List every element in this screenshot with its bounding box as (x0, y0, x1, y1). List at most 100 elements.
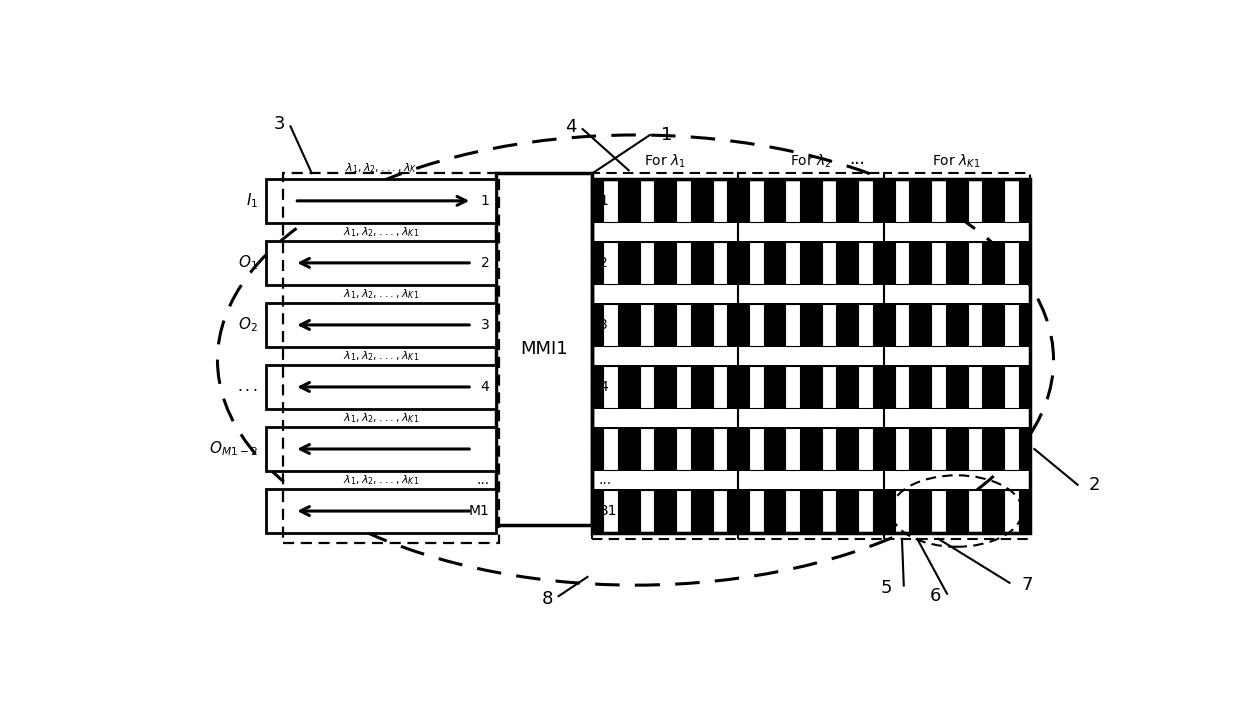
Bar (785, 429, 800, 470)
Bar (593, 364, 1029, 409)
Bar (283, 173, 498, 543)
Text: 3: 3 (481, 318, 490, 332)
Bar (931, 242, 946, 284)
Bar (676, 180, 691, 222)
Text: B1: B1 (599, 504, 618, 518)
Bar (822, 491, 837, 532)
Bar (640, 304, 655, 346)
Text: 1: 1 (481, 194, 490, 208)
Text: $...$: $...$ (237, 379, 258, 394)
Bar (895, 366, 909, 408)
Text: 4: 4 (599, 380, 608, 394)
Bar (967, 491, 982, 532)
Bar (640, 491, 655, 532)
Bar (738, 173, 884, 539)
Bar (713, 180, 727, 222)
Bar (785, 304, 800, 346)
Bar (676, 429, 691, 470)
Bar (895, 429, 909, 470)
Bar (967, 304, 982, 346)
Bar (265, 178, 496, 223)
Text: For $\lambda_2$: For $\lambda_2$ (790, 153, 832, 170)
Text: MMI1: MMI1 (521, 340, 568, 358)
Text: 3: 3 (599, 318, 608, 332)
Bar (593, 302, 1029, 347)
Text: 2: 2 (599, 256, 608, 270)
Text: 7: 7 (1021, 576, 1033, 594)
Text: M1: M1 (469, 504, 490, 518)
Bar (603, 180, 618, 222)
Bar (713, 242, 727, 284)
Bar (822, 242, 837, 284)
Text: For $\lambda_{K1}$: For $\lambda_{K1}$ (932, 153, 981, 170)
Text: 2: 2 (1089, 476, 1101, 493)
Text: $\lambda_1, \lambda_2, ..., \lambda_{K1}$: $\lambda_1, \lambda_2, ..., \lambda_{K1}… (342, 225, 419, 239)
Bar (713, 429, 727, 470)
Bar (884, 173, 1029, 539)
Bar (676, 491, 691, 532)
Bar (676, 366, 691, 408)
Bar (749, 366, 764, 408)
Bar (967, 180, 982, 222)
Bar (785, 366, 800, 408)
Bar (1004, 304, 1018, 346)
Text: $O_2$: $O_2$ (238, 316, 258, 334)
Bar (858, 366, 873, 408)
Text: $I_1$: $I_1$ (246, 192, 258, 210)
Bar (967, 242, 982, 284)
Bar (265, 302, 496, 347)
Bar (593, 178, 1029, 533)
Bar (676, 304, 691, 346)
Text: 4: 4 (481, 380, 490, 394)
Bar (931, 366, 946, 408)
Bar (603, 242, 618, 284)
Bar (265, 488, 496, 533)
Bar (822, 180, 837, 222)
Bar (785, 180, 800, 222)
Bar (858, 491, 873, 532)
Text: 4: 4 (565, 118, 577, 135)
Bar (858, 304, 873, 346)
Bar (822, 366, 837, 408)
Text: ...: ... (849, 150, 866, 168)
Bar (931, 180, 946, 222)
Bar (822, 429, 837, 470)
Text: $\lambda_1, \lambda_2, ..., \lambda_{K1}$: $\lambda_1, \lambda_2, ..., \lambda_{K1}… (342, 411, 419, 425)
Bar (895, 491, 909, 532)
Bar (822, 304, 837, 346)
Bar (931, 491, 946, 532)
Text: ...: ... (476, 473, 490, 487)
Bar (603, 491, 618, 532)
Bar (713, 491, 727, 532)
Bar (265, 364, 496, 409)
Bar (1004, 242, 1018, 284)
Bar (676, 242, 691, 284)
Bar (603, 304, 618, 346)
Bar (593, 426, 1029, 471)
Bar (749, 180, 764, 222)
Bar (593, 240, 1029, 285)
Bar (640, 242, 655, 284)
Bar (1004, 429, 1018, 470)
Text: $\lambda_1, \lambda_2, ..., \lambda_{K1}$: $\lambda_1, \lambda_2, ..., \lambda_{K1}… (342, 473, 419, 487)
Bar (895, 180, 909, 222)
Bar (640, 429, 655, 470)
Text: $\lambda_1, \lambda_2, ..., \lambda_K$: $\lambda_1, \lambda_2, ..., \lambda_K$ (345, 161, 417, 175)
Bar (785, 242, 800, 284)
Bar (593, 178, 1029, 223)
Bar (858, 180, 873, 222)
Text: 3: 3 (273, 115, 285, 133)
Bar (749, 242, 764, 284)
Bar (785, 491, 800, 532)
Text: 1: 1 (599, 194, 608, 208)
Bar (895, 304, 909, 346)
Text: 1: 1 (661, 126, 673, 144)
Bar (640, 366, 655, 408)
Text: $\lambda_1, \lambda_2, ..., \lambda_{K1}$: $\lambda_1, \lambda_2, ..., \lambda_{K1}… (342, 287, 419, 301)
Text: $\lambda_1, \lambda_2, ..., \lambda_{K1}$: $\lambda_1, \lambda_2, ..., \lambda_{K1}… (342, 349, 419, 363)
Bar (713, 366, 727, 408)
Text: For $\lambda_1$: For $\lambda_1$ (644, 153, 686, 170)
Text: $O_1$: $O_1$ (238, 254, 258, 272)
Bar (713, 304, 727, 346)
Bar (496, 173, 593, 525)
